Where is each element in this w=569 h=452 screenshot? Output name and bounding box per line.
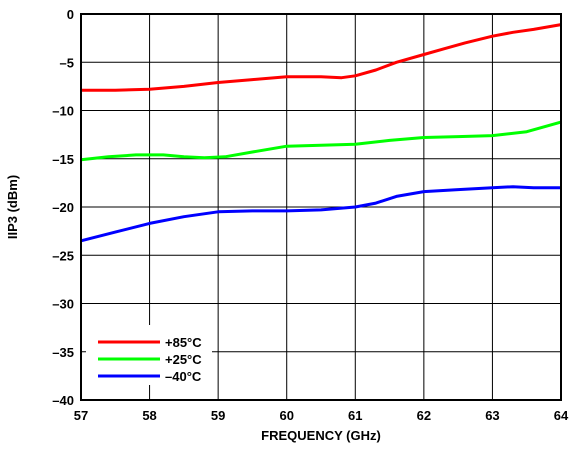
- x-tick-label: 63: [485, 408, 499, 423]
- grid: [81, 14, 561, 400]
- legend-label: +85°C: [165, 335, 202, 350]
- x-tick-label: 60: [279, 408, 293, 423]
- x-tick-label: 61: [348, 408, 362, 423]
- y-tick-label: –15: [52, 152, 74, 167]
- y-tick-label: –35: [52, 345, 74, 360]
- x-tick-label: 59: [211, 408, 225, 423]
- y-tick-label: –40: [52, 393, 74, 408]
- series-line: [80, 120, 562, 162]
- y-axis-label: IIP3 (dBm): [5, 175, 20, 239]
- x-tick-label: 64: [554, 408, 569, 423]
- y-tick-label: 0: [67, 7, 74, 22]
- x-tick-label: 57: [74, 408, 88, 423]
- legend-label: +25°C: [165, 352, 202, 367]
- x-tick-label: 58: [142, 408, 156, 423]
- series-layer: [80, 23, 562, 243]
- series-line: [81, 23, 562, 92]
- y-tick-label: –30: [52, 297, 74, 312]
- legend: +85°C +25°C –40°C: [86, 325, 212, 385]
- y-tick-label: –20: [52, 200, 74, 215]
- x-tick-label: 62: [417, 408, 431, 423]
- y-tick-labels: 0 –5 –10 –15 –20 –25 –30 –35 –40: [52, 7, 74, 408]
- y-tick-label: –10: [52, 104, 74, 119]
- x-tick-labels: 57 58 59 60 61 62 63 64: [74, 408, 569, 423]
- plot-frame: [80, 13, 562, 401]
- series-line: [80, 185, 561, 243]
- y-tick-label: –25: [52, 248, 74, 263]
- legend-label: –40°C: [165, 369, 202, 384]
- y-tick-label: –5: [60, 55, 74, 70]
- x-axis-label: FREQUENCY (GHz): [261, 428, 381, 443]
